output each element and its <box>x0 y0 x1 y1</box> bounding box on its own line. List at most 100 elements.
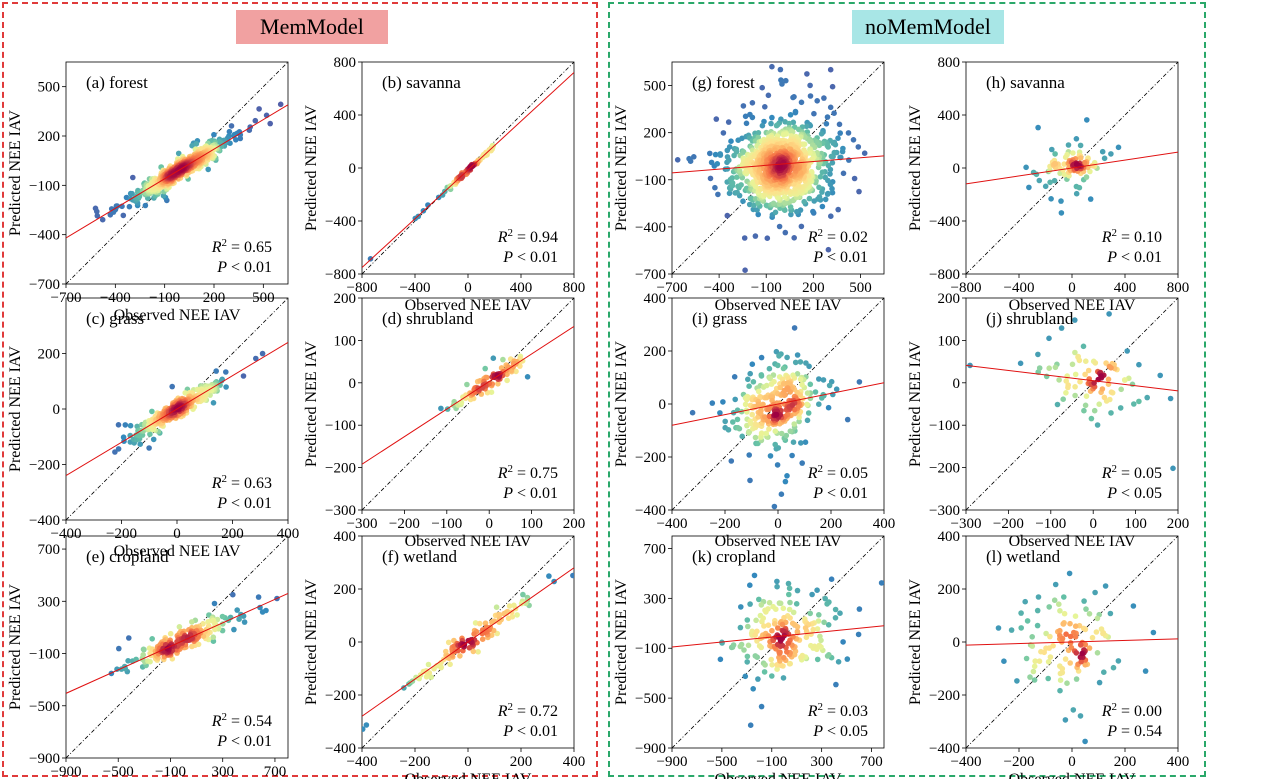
x-tick-label: 200 <box>510 754 533 770</box>
data-point <box>751 379 757 385</box>
y-tick-label: 400 <box>938 529 961 545</box>
data-point <box>1053 161 1059 167</box>
scatter-points <box>1023 117 1121 216</box>
data-point <box>229 123 235 129</box>
x-tick-label: 700 <box>264 764 287 779</box>
data-point <box>799 224 805 230</box>
data-point <box>835 207 841 213</box>
p-value-label: P < 0.01 <box>502 485 558 502</box>
y-tick-label: 800 <box>938 55 961 71</box>
data-point <box>1143 668 1149 674</box>
y-tick-label: −200 <box>325 461 356 477</box>
panel-e: −900−500−100300700−900−500−100300700Obse… <box>7 536 288 779</box>
y-tick-label: 0 <box>349 635 357 651</box>
data-point <box>742 235 748 241</box>
data-point <box>718 152 724 158</box>
data-point <box>1029 634 1035 640</box>
data-point <box>116 446 122 452</box>
data-point <box>814 98 820 104</box>
data-point <box>194 141 200 147</box>
data-point <box>1067 660 1073 666</box>
data-point <box>781 655 787 661</box>
data-point <box>546 573 552 579</box>
data-point <box>769 662 775 668</box>
data-point <box>795 629 801 635</box>
r-squared-label: R2 = 0.65 <box>211 237 272 256</box>
data-point <box>1151 630 1157 636</box>
x-tick-label: 0 <box>774 516 782 532</box>
data-point <box>720 399 726 405</box>
p-value-label: P < 0.05 <box>1106 485 1162 502</box>
data-point <box>1053 582 1059 588</box>
data-point <box>712 185 718 191</box>
panel-label: (e) cropland <box>86 547 169 566</box>
data-point <box>1100 149 1106 155</box>
panel-h: −800 −400 0 400 800−800−4000400800Observed N… <box>907 55 1189 314</box>
data-point <box>1131 603 1137 609</box>
y-axis-label: Predicted NEE IAV <box>907 105 924 231</box>
data-point <box>177 624 183 630</box>
data-point <box>1026 185 1032 191</box>
data-point <box>764 383 770 389</box>
data-point <box>464 382 470 388</box>
data-point <box>777 649 783 655</box>
data-point <box>801 199 807 205</box>
data-point <box>1074 191 1080 197</box>
data-point <box>1089 416 1095 422</box>
data-point <box>748 722 754 728</box>
data-point <box>771 201 777 207</box>
panel-j: −300 −200 −100 0 100 200−300−200−1000100200Ob… <box>907 291 1189 550</box>
data-point <box>721 130 727 136</box>
data-point <box>1116 145 1122 151</box>
data-point <box>205 167 211 173</box>
data-point <box>1136 399 1142 405</box>
data-point <box>799 460 805 466</box>
data-point <box>1087 611 1093 617</box>
data-point <box>824 121 830 127</box>
data-point <box>738 604 744 610</box>
x-tick-label: 300 <box>211 764 234 779</box>
data-point <box>1018 610 1024 616</box>
data-point <box>1057 688 1063 694</box>
data-point <box>126 635 132 641</box>
data-point <box>785 380 791 386</box>
data-point <box>831 110 837 116</box>
x-tick-label: 400 <box>510 280 533 296</box>
data-point <box>837 122 843 128</box>
data-point <box>426 662 432 668</box>
data-point <box>809 592 815 598</box>
data-point <box>742 267 748 273</box>
y-tick-label: 0 <box>53 402 61 418</box>
r-squared-label: R2 = 0.05 <box>807 463 868 482</box>
data-point <box>242 619 248 625</box>
data-point <box>778 601 784 607</box>
data-point <box>803 625 809 631</box>
data-point <box>746 452 752 458</box>
data-point <box>1122 377 1128 383</box>
data-point <box>1032 677 1038 683</box>
panel-b: −800 −400 0 400 800−800−4000400800Observed N… <box>303 55 585 314</box>
panel-g: −700 −400 −100 200 500−700−400−100200500Obse… <box>613 62 884 314</box>
data-point <box>94 209 100 215</box>
x-tick-label: 400 <box>873 516 896 532</box>
data-point <box>812 644 818 650</box>
data-point <box>211 132 217 138</box>
data-point <box>1024 656 1030 662</box>
data-point <box>168 631 174 637</box>
data-point <box>781 132 787 138</box>
data-point <box>1084 393 1090 399</box>
data-point <box>116 646 122 652</box>
panel-k: −900−500−100300700−900−500−100300700Obse… <box>613 536 884 779</box>
data-point <box>788 112 794 118</box>
data-point <box>1108 410 1114 416</box>
data-point <box>141 647 147 653</box>
x-tick-label: −500 <box>103 764 134 779</box>
p-value-label: P < 0.01 <box>502 249 558 266</box>
data-point <box>828 67 834 73</box>
data-point <box>223 369 229 375</box>
x-tick-label: 400 <box>1167 754 1190 770</box>
data-point <box>211 634 217 640</box>
data-point <box>746 383 752 389</box>
data-point <box>783 479 789 485</box>
data-point <box>785 640 791 646</box>
